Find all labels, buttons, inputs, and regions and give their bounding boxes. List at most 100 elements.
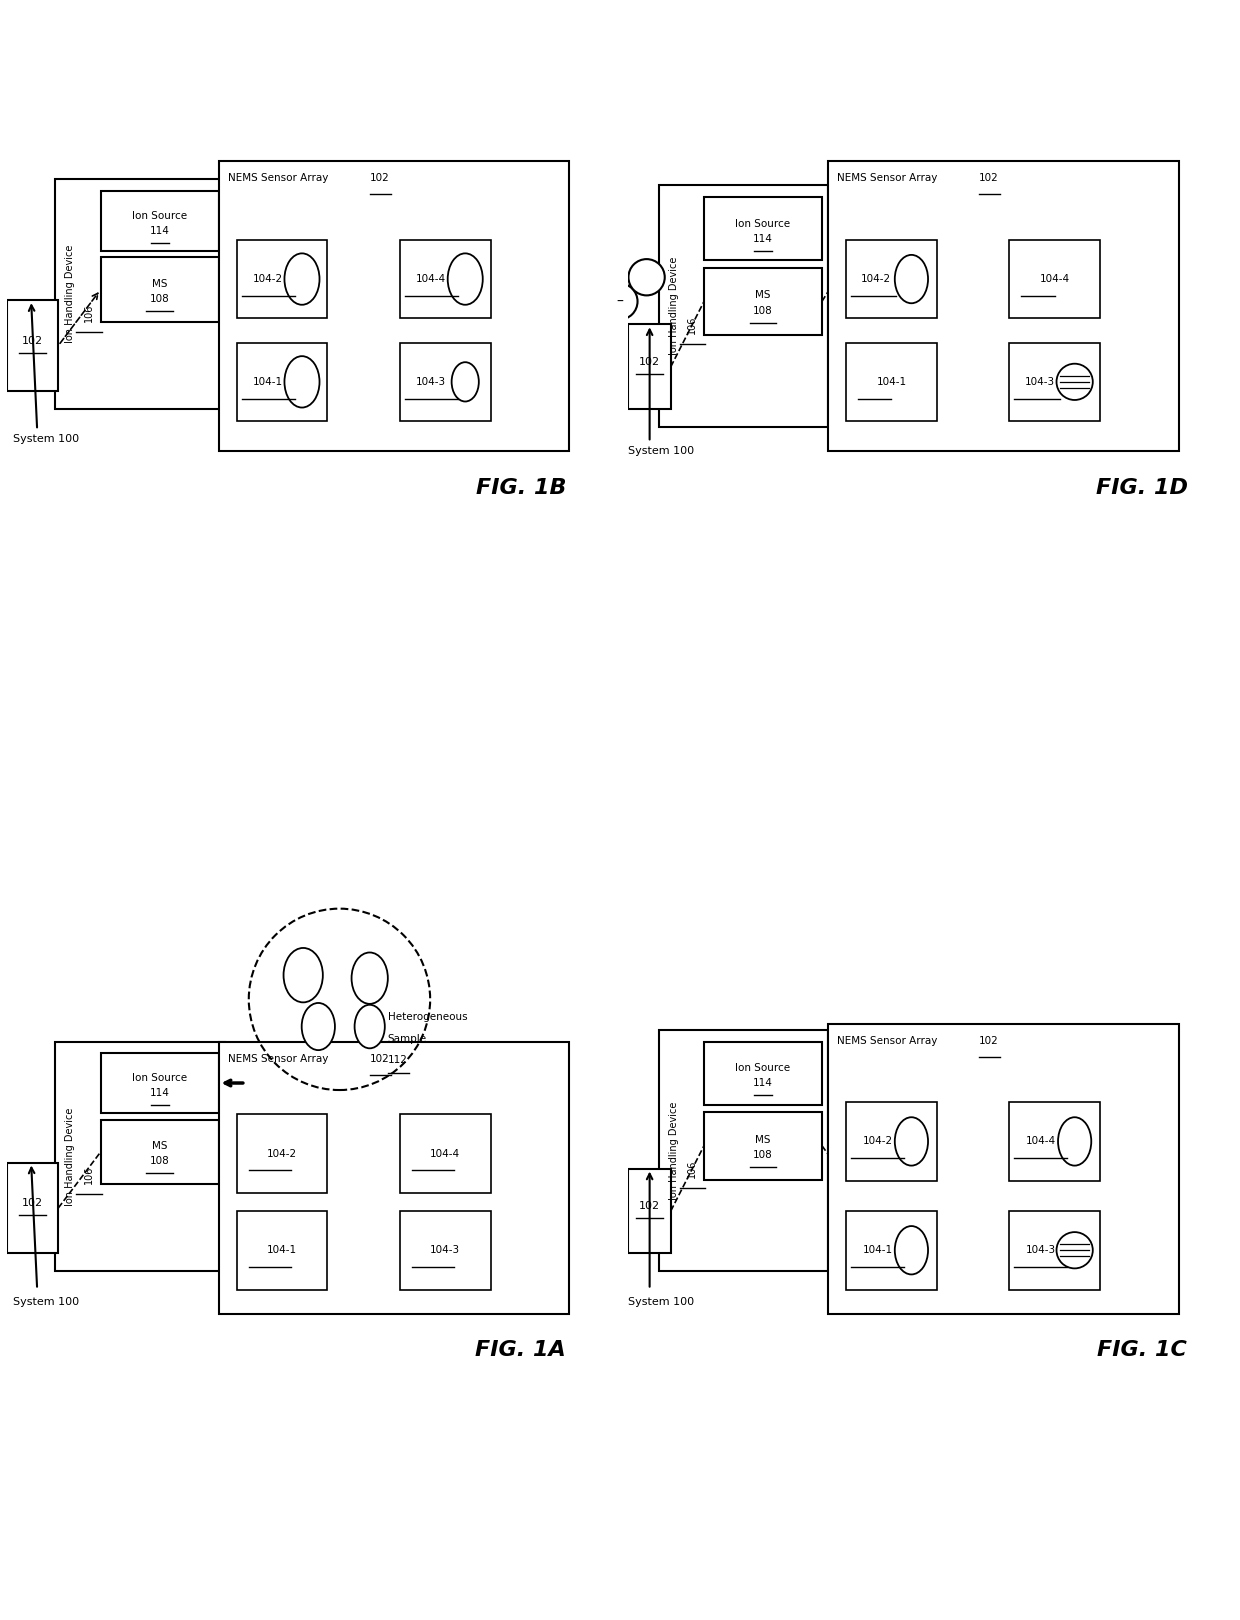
FancyBboxPatch shape [218, 160, 569, 452]
Text: 104-1: 104-1 [253, 377, 283, 387]
Text: 104-2: 104-2 [267, 1149, 298, 1158]
Text: NEMS Sensor Array: NEMS Sensor Array [228, 1053, 329, 1064]
Text: System 100: System 100 [12, 434, 79, 444]
FancyBboxPatch shape [846, 342, 936, 421]
Text: 102: 102 [639, 1200, 660, 1212]
FancyBboxPatch shape [846, 1102, 936, 1181]
Text: 108: 108 [753, 306, 773, 316]
Text: V: V [908, 272, 915, 285]
Text: FIG. 1A: FIG. 1A [475, 1340, 567, 1361]
Text: 104-3: 104-3 [1024, 377, 1055, 387]
Text: 104-3: 104-3 [430, 1246, 460, 1256]
FancyBboxPatch shape [56, 1042, 224, 1272]
Text: Ion Handling Device: Ion Handling Device [66, 1108, 76, 1205]
Text: System 100: System 100 [12, 1296, 79, 1307]
Text: Ion Source: Ion Source [131, 211, 187, 220]
FancyBboxPatch shape [237, 342, 327, 421]
Ellipse shape [355, 1004, 384, 1048]
Text: MS: MS [151, 1140, 167, 1150]
Text: 114: 114 [150, 1089, 170, 1098]
Ellipse shape [895, 1226, 928, 1275]
Text: 102: 102 [980, 1035, 999, 1045]
Text: NEMS Sensor Array: NEMS Sensor Array [837, 1035, 937, 1045]
FancyBboxPatch shape [704, 1111, 822, 1179]
Ellipse shape [301, 1003, 335, 1050]
Text: Ion Source: Ion Source [735, 1063, 791, 1074]
Text: 106: 106 [83, 303, 93, 321]
FancyBboxPatch shape [1009, 240, 1100, 319]
FancyBboxPatch shape [629, 324, 671, 410]
Ellipse shape [451, 363, 479, 402]
FancyBboxPatch shape [7, 1163, 58, 1254]
Text: 112: 112 [388, 1055, 408, 1064]
FancyBboxPatch shape [629, 1168, 671, 1254]
Text: 108: 108 [150, 1157, 170, 1166]
FancyBboxPatch shape [1009, 1210, 1100, 1290]
Circle shape [629, 259, 665, 295]
Text: 106: 106 [687, 1160, 697, 1178]
Text: NEMS Sensor Array: NEMS Sensor Array [228, 173, 329, 183]
Text: FIG. 1B: FIG. 1B [476, 478, 567, 497]
Text: System 100: System 100 [629, 1296, 694, 1307]
FancyBboxPatch shape [100, 1053, 218, 1113]
FancyBboxPatch shape [100, 191, 218, 251]
Text: 104-2: 104-2 [862, 274, 892, 284]
Ellipse shape [1058, 1118, 1091, 1166]
FancyBboxPatch shape [846, 1210, 936, 1290]
Text: Ion Handling Device: Ion Handling Device [66, 245, 76, 343]
Text: FIG. 1D: FIG. 1D [1096, 478, 1188, 497]
FancyBboxPatch shape [401, 240, 491, 319]
FancyBboxPatch shape [828, 1024, 1179, 1314]
FancyBboxPatch shape [704, 1042, 822, 1105]
Ellipse shape [284, 356, 320, 408]
FancyBboxPatch shape [7, 300, 58, 390]
Text: V: V [908, 1136, 915, 1149]
Text: 102: 102 [370, 1053, 389, 1064]
FancyBboxPatch shape [828, 160, 1179, 452]
Text: 104-4: 104-4 [430, 1149, 460, 1158]
Text: 102: 102 [639, 356, 660, 366]
FancyBboxPatch shape [100, 258, 218, 322]
FancyBboxPatch shape [100, 1119, 218, 1184]
Text: Ion Source: Ion Source [131, 1072, 187, 1084]
Text: 104-3: 104-3 [1025, 1246, 1055, 1256]
FancyBboxPatch shape [401, 1210, 491, 1290]
Text: FIG. 1C: FIG. 1C [1097, 1340, 1188, 1361]
FancyBboxPatch shape [401, 1115, 491, 1192]
Text: MS: MS [151, 279, 167, 288]
Text: 104-4: 104-4 [417, 274, 446, 284]
FancyBboxPatch shape [846, 240, 936, 319]
Text: 104-1: 104-1 [877, 377, 906, 387]
Ellipse shape [284, 948, 322, 1003]
Text: MS: MS [755, 290, 771, 300]
Text: System 100: System 100 [629, 447, 694, 457]
Ellipse shape [895, 1118, 928, 1166]
Text: 104-2: 104-2 [253, 274, 283, 284]
FancyBboxPatch shape [237, 1115, 327, 1192]
Text: 108: 108 [753, 1150, 773, 1160]
FancyBboxPatch shape [1009, 1102, 1100, 1181]
FancyBboxPatch shape [704, 267, 822, 335]
Ellipse shape [284, 253, 320, 305]
Circle shape [1056, 364, 1092, 400]
Text: –: – [1071, 1134, 1078, 1149]
Ellipse shape [895, 254, 928, 303]
Text: Heterogeneous: Heterogeneous [388, 1012, 467, 1022]
Circle shape [601, 284, 637, 319]
Text: 114: 114 [150, 225, 170, 237]
FancyBboxPatch shape [237, 1210, 327, 1290]
Text: Sample: Sample [388, 1034, 427, 1043]
Ellipse shape [448, 253, 482, 305]
Text: 104-4: 104-4 [1025, 1136, 1055, 1147]
FancyBboxPatch shape [401, 342, 491, 421]
Text: MS: MS [755, 1134, 771, 1145]
Text: 102: 102 [980, 173, 999, 183]
Text: 106: 106 [687, 316, 697, 334]
Text: 104-1: 104-1 [863, 1246, 893, 1256]
FancyBboxPatch shape [218, 1042, 569, 1314]
Text: 104-3: 104-3 [417, 377, 446, 387]
Text: 102: 102 [22, 1199, 43, 1209]
FancyBboxPatch shape [237, 240, 327, 319]
Text: –: – [644, 271, 650, 284]
Circle shape [1056, 1233, 1092, 1268]
